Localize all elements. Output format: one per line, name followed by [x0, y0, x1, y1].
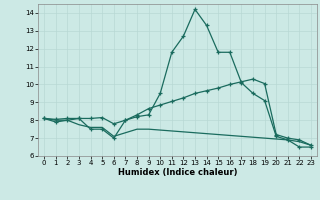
- X-axis label: Humidex (Indice chaleur): Humidex (Indice chaleur): [118, 168, 237, 177]
